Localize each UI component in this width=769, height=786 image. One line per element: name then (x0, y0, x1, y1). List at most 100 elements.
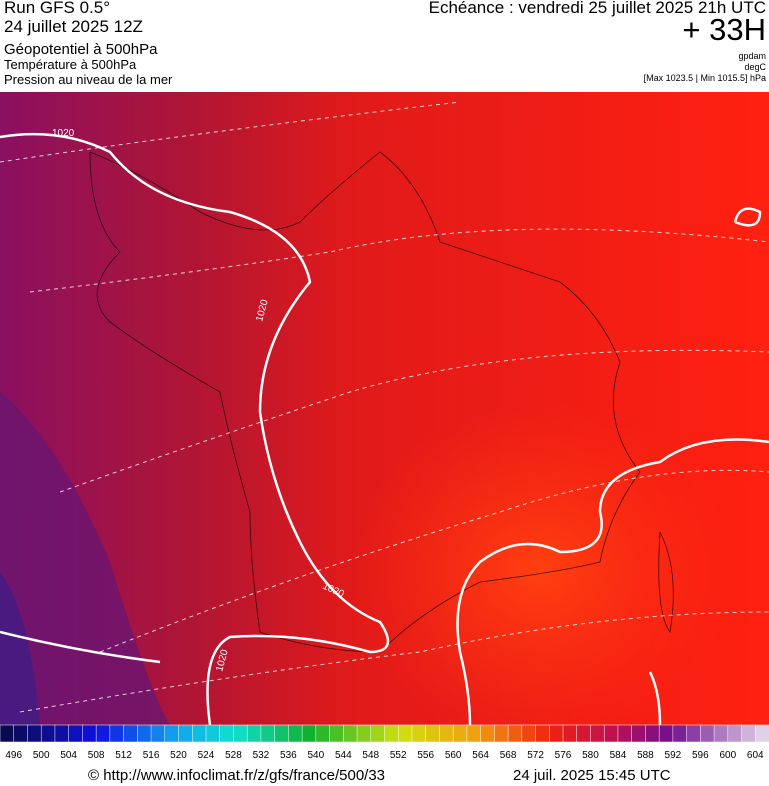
color-swatch (27, 724, 42, 743)
colorbar-label: 532 (253, 750, 270, 761)
color-swatch (82, 724, 97, 743)
color-swatch (452, 724, 468, 743)
colorbar-label: 564 (472, 750, 489, 761)
colorbar-label: 496 (5, 750, 22, 761)
colorbar-label: 528 (225, 750, 242, 761)
color-swatch (562, 724, 578, 743)
color-swatch (384, 724, 399, 743)
colorbar-label: 584 (610, 750, 627, 761)
colorbar-label: 560 (445, 750, 462, 761)
color-swatch (617, 724, 633, 743)
colorbar-label: 572 (527, 750, 544, 761)
color-swatch (233, 724, 248, 743)
color-swatch (68, 724, 84, 743)
color-swatch (109, 724, 125, 743)
color-swatch (13, 724, 29, 743)
colorbar-label: 552 (390, 750, 407, 761)
color-swatch (507, 724, 523, 743)
color-swatch (260, 724, 276, 743)
layer-label: Température à 500hPa (4, 57, 137, 72)
colorbar-label: 588 (637, 750, 654, 761)
color-swatch (205, 724, 221, 743)
colorbar-label: 568 (500, 750, 517, 761)
color-swatch (645, 724, 660, 743)
layer-label: Géopotentiel à 500hPa (4, 41, 158, 58)
colorbar-label: 516 (143, 750, 160, 761)
colorbar-label: 604 (747, 750, 764, 761)
colorbar-label: 536 (280, 750, 297, 761)
color-swatch (425, 724, 441, 743)
color-swatch (356, 724, 372, 743)
colorbar-label: 548 (362, 750, 379, 761)
isobar-label: 1020 (52, 128, 75, 139)
color-swatch (397, 724, 413, 743)
color-swatch (329, 724, 345, 743)
cold-area (0, 572, 40, 725)
unit: degC (744, 62, 766, 72)
color-swatch (192, 724, 207, 743)
color-swatch (95, 724, 111, 743)
warm-area (350, 402, 730, 725)
run-title: Run GFS 0.5° (4, 0, 111, 17)
isobars (0, 132, 769, 725)
color-swatch (535, 724, 551, 743)
colorbar-label: 544 (335, 750, 352, 761)
color-swatch (686, 724, 702, 743)
run-date: 24 juillet 2025 12Z (4, 17, 143, 36)
timestamp: 24 juil. 2025 15:45 UTC (513, 767, 671, 784)
lead-time: + 33H (682, 12, 766, 47)
source-link: © http://www.infoclimat.fr/z/gfs/france/… (88, 767, 386, 784)
unit: gpdam (738, 51, 766, 61)
color-swatch (603, 724, 619, 743)
color-swatch (343, 724, 358, 743)
color-swatch (164, 724, 180, 743)
color-swatch (700, 724, 715, 743)
color-swatch (713, 724, 729, 743)
colorbar-label: 600 (719, 750, 736, 761)
color-swatch (631, 724, 647, 743)
layer-label: Pression au niveau de la mer (4, 72, 173, 87)
color-swatch (219, 724, 235, 743)
colorbar-label: 504 (60, 750, 77, 761)
color-swatch (315, 724, 331, 743)
colorbar-label: 500 (33, 750, 50, 761)
color-swatch (411, 724, 427, 743)
color-swatch (0, 724, 15, 743)
color-swatch (274, 724, 290, 743)
colorbar-label: 592 (665, 750, 682, 761)
color-swatch (727, 724, 743, 743)
color-swatch (246, 724, 262, 743)
colorbar-label: 576 (555, 750, 572, 761)
color-swatch (439, 724, 454, 743)
colorbar-label: 540 (307, 750, 324, 761)
color-swatch (466, 724, 482, 743)
colorbar-label: 556 (417, 750, 434, 761)
color-swatch (480, 724, 496, 743)
color-swatch (301, 724, 317, 743)
color-swatch (576, 724, 592, 743)
color-swatch (54, 724, 70, 743)
colorbar-label: 580 (582, 750, 599, 761)
color-swatch (741, 724, 757, 743)
color-swatch (178, 724, 193, 743)
color-swatch (150, 724, 166, 743)
pressure-range: [Max 1023.5 | Min 1015.5] hPa (643, 73, 766, 83)
temperature-contours (0, 101, 769, 713)
color-swatch (672, 724, 688, 743)
color-swatch (755, 724, 769, 743)
color-swatch (137, 724, 152, 743)
color-swatch (123, 724, 139, 743)
color-swatch (549, 724, 564, 743)
colorbar-label: 508 (88, 750, 105, 761)
valid-time: Echéance : vendredi 25 juillet 2025 21h … (428, 0, 766, 17)
colorbar-label: 596 (692, 750, 709, 761)
colorbar: 496 500 504 508 512 516 520 524 528 532 536 540 544 5… (0, 724, 769, 761)
map: 1020 1020 1020 1020 (0, 92, 769, 725)
colorbar-label: 520 (170, 750, 187, 761)
color-swatch (521, 724, 537, 743)
colorbar-label: 524 (198, 750, 215, 761)
borders (89, 151, 674, 653)
colorbar-label: 512 (115, 750, 132, 761)
color-swatch (658, 724, 674, 743)
